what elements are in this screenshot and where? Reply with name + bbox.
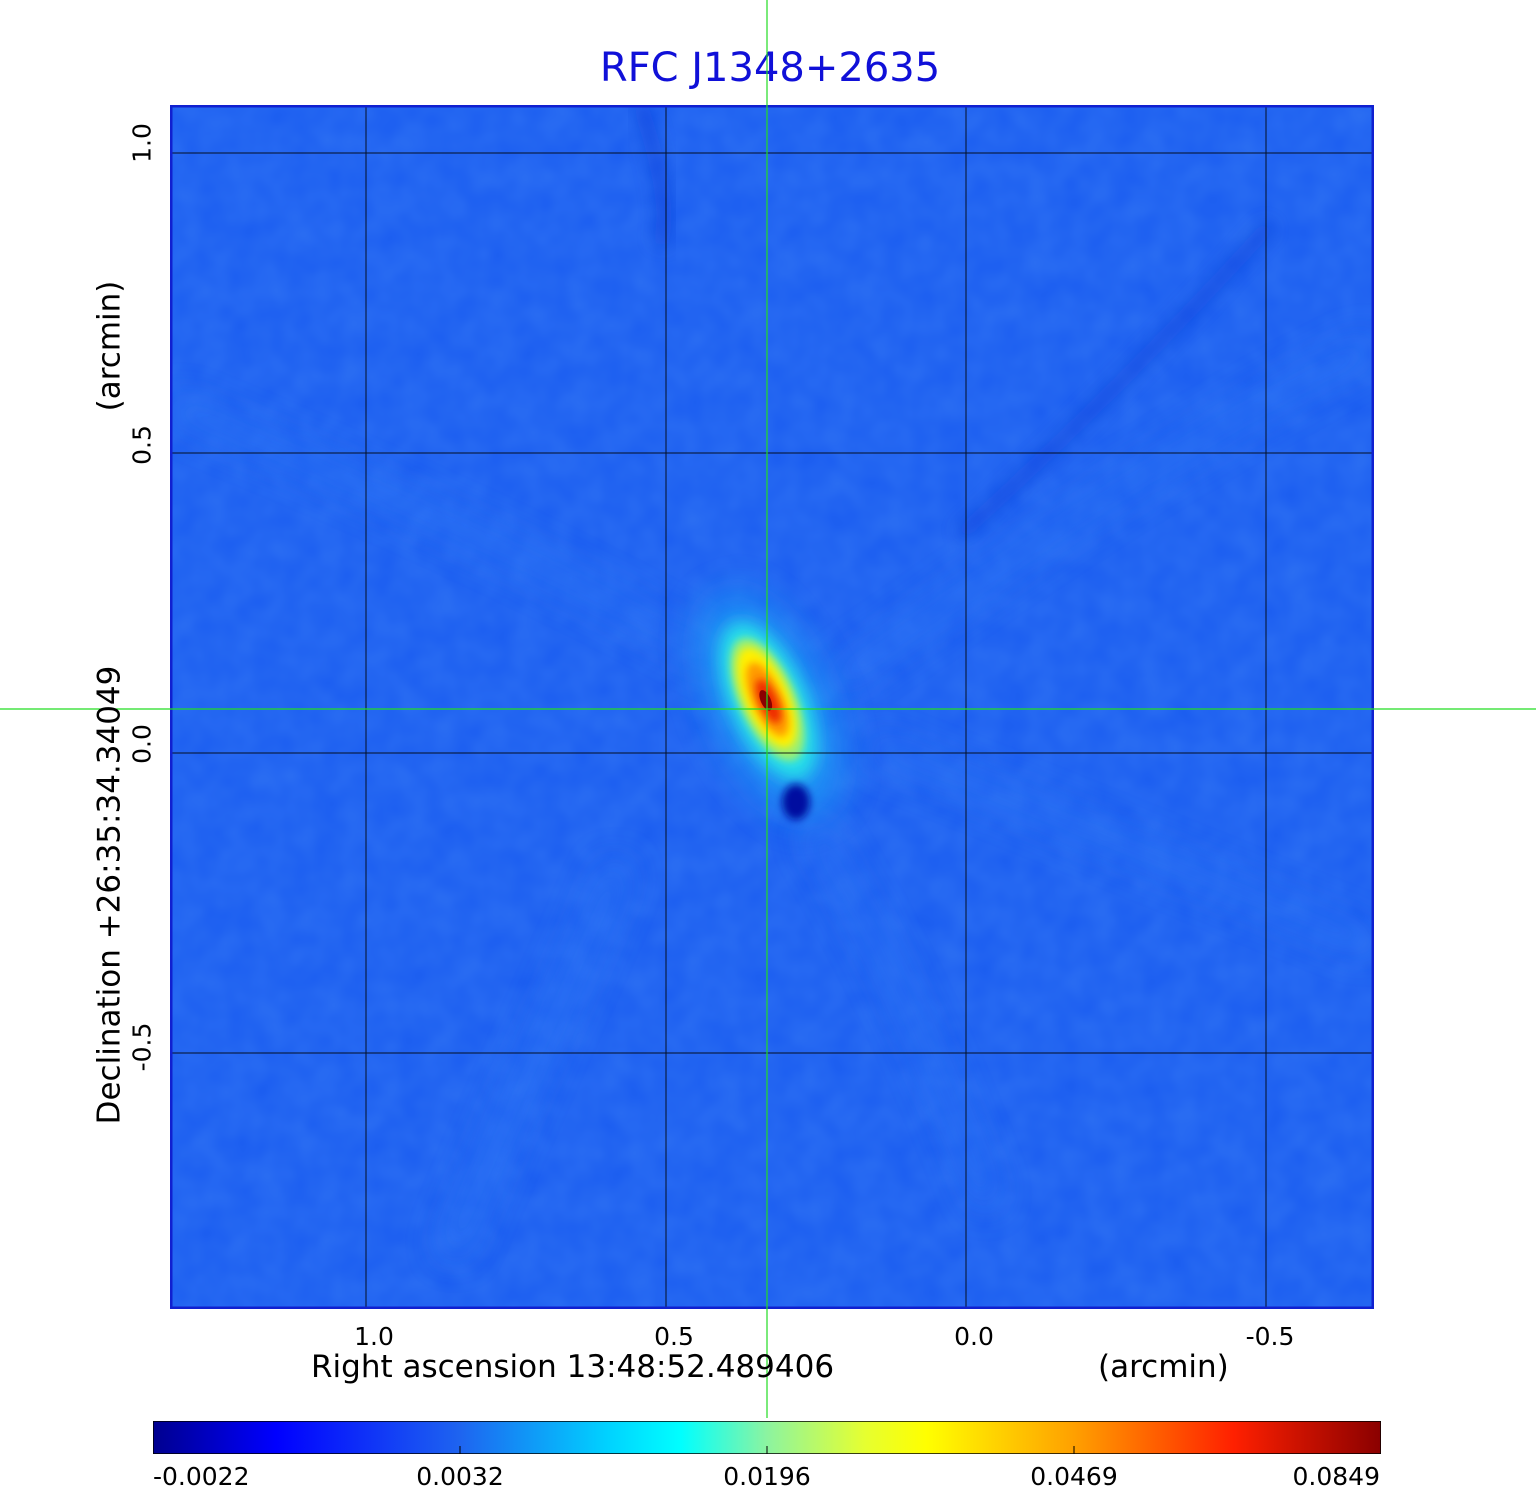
x-axis-label: Right ascension 13:48:52.489406 [311, 1349, 835, 1385]
y-tick-label: 0.0 [127, 724, 157, 764]
y-axis-unit: (arcmin) [91, 280, 128, 412]
x-tick-label: 0.5 [654, 1322, 694, 1351]
colorbar-tick-label: 0.0032 [416, 1462, 504, 1491]
image-title: RFC J1348+2635 [599, 45, 941, 91]
x-tick-label: 0.0 [954, 1322, 994, 1351]
colorbar-tick-label: -0.0022 [153, 1462, 250, 1491]
x-tick-label: 1.0 [354, 1322, 394, 1351]
radio-image[interactable] [170, 105, 1374, 1309]
x-tick-label: -0.5 [1245, 1322, 1295, 1351]
coordinate-grid [170, 105, 1374, 1309]
y-tick-label: -0.5 [127, 1022, 157, 1072]
negative-spot [782, 784, 810, 820]
image-frame [170, 105, 1374, 1309]
y-axis-label: Declination +26:35:34.34049 [91, 665, 128, 1125]
y-tick-label: 0.5 [127, 425, 157, 465]
y-tick-label: 1.0 [127, 123, 157, 163]
colorbar [153, 1421, 1381, 1454]
colorbar-tick-label: 0.0849 [1292, 1462, 1380, 1491]
x-axis-unit: (arcmin) [1098, 1349, 1229, 1385]
colorbar-tick-label: 0.0196 [723, 1462, 811, 1491]
colorbar-tick-label: 0.0469 [1030, 1462, 1118, 1491]
